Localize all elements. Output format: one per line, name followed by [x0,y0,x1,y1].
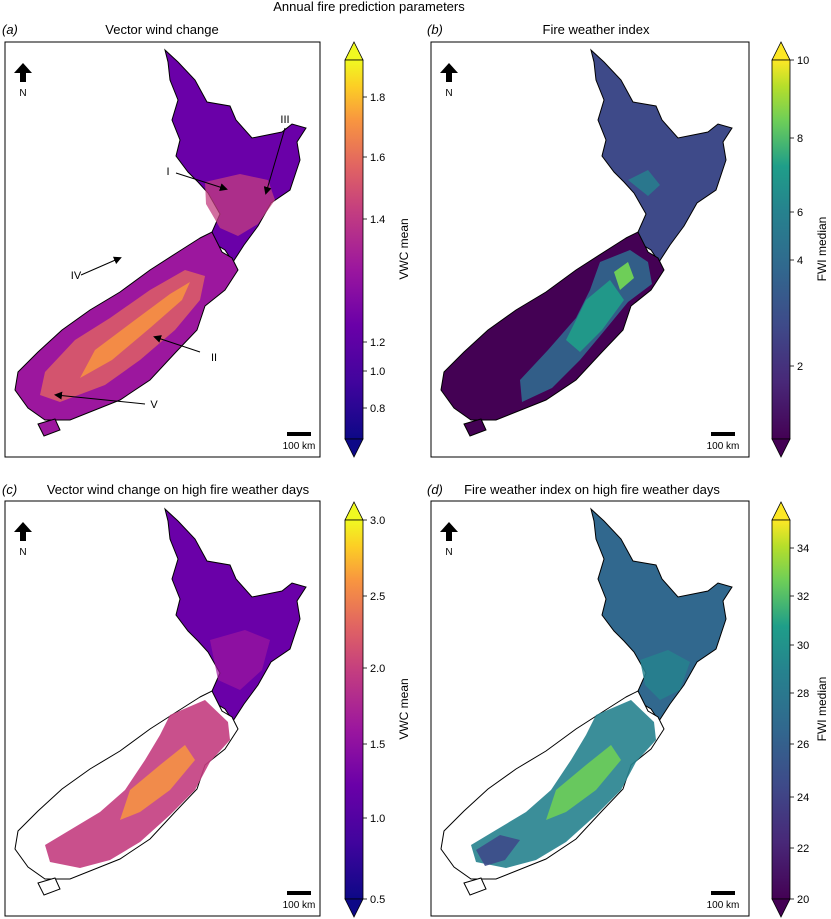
colorbar-tick-label-a-1: 1.0 [370,366,385,378]
colorbar-tick-label-d-1: 22 [797,843,809,855]
north-arrow-d: N [440,522,458,558]
colorbar-tick-label-d-6: 32 [797,591,809,603]
north-label-b: N [445,88,452,99]
panel-letter-a: (a) [2,22,18,37]
south-island-hot-d [546,745,621,820]
panel-a: (a) Vector wind change N I III IV II V [2,22,411,458]
south-island-hotspot-b [614,262,634,290]
south-island-canterbury-b [566,280,624,352]
north-island-a [164,48,307,263]
north-island-b [590,48,733,263]
colorbar-tick-label-c-4: 2.5 [370,591,385,603]
panel-b: (b) Fire weather index N 100 km FWI medi… [427,22,829,458]
new-zealand-map-a [14,48,307,437]
colorbar-tick-label-b-4: 10 [797,55,809,67]
colorbar-tick-label-a-4: 1.6 [370,152,385,164]
north-label-d: N [445,547,452,558]
colorbar-tick-label-d-5: 30 [797,640,809,652]
panel-title-c: Vector wind change on high fire weather … [47,482,310,497]
colorbar-tick-label-b-2: 6 [797,207,803,219]
colorbar-tick-label-a-3: 1.4 [370,214,385,226]
colorbar-tick-label-d-0: 20 [797,894,809,906]
annotations-a: I III IV II V [54,114,290,411]
panel-letter-b: (b) [427,22,443,37]
colorbar-gradient-b [771,59,791,440]
north-label-c: N [19,547,26,558]
panel-letter-d: (d) [427,482,443,497]
colorbar-label-c: VWC mean [397,678,411,739]
colorbar-tick-label-c-5: 3.0 [370,515,385,527]
colorbar-tick-label-c-3: 2.0 [370,663,385,675]
new-zealand-map-b [440,48,733,437]
south-island-west-d [476,835,520,866]
colorbar-b: FWI median [771,41,829,458]
colorbar-tick-label-c-1: 1.0 [370,813,385,825]
north-island-green-d [640,650,690,700]
panel-title-d: Fire weather index on high fire weather … [464,482,720,497]
south-island-hot-c [120,745,195,820]
scale-bar-label-b: 100 km [707,441,740,452]
panel-letter-c: (c) [2,482,17,497]
colorbar-tick-label-a-2: 1.2 [370,337,385,349]
south-island-ridge-a [80,282,190,378]
stewart-island-d [463,877,487,896]
north-arrow-b: N [440,63,458,99]
colorbar-tick-label-d-2: 24 [797,792,809,804]
colorbar-label-d: FWI median [815,677,829,742]
new-zealand-map-c [14,507,307,896]
north-arrow-c: N [14,522,32,558]
north-island-green-b [628,170,660,196]
north-island-d [590,507,733,722]
scale-bar-d: 100 km [707,891,740,911]
scale-bar-a: 100 km [283,432,316,452]
colorbar-d: FWI median [771,501,829,918]
stewart-island-a [37,418,61,437]
colorbar-label-b: FWI median [815,217,829,282]
colorbar-gradient-a [344,59,364,440]
colorbar-a: VWC mean [344,41,411,458]
colorbar-tick-label-a-0: 0.8 [370,403,385,415]
colorbar-gradient-d [771,519,791,900]
north-island-warm-c [210,630,270,690]
annotation-IV: IV [71,270,82,282]
scale-bar-c: 100 km [283,891,316,911]
scale-bar-label-c: 100 km [283,900,316,911]
colorbar-tick-label-d-7: 34 [797,543,809,555]
colorbar-tick-label-b-3: 8 [797,133,803,145]
stewart-island-b [463,418,487,437]
annotation-III: III [280,114,289,126]
colorbar-ticks: 0.81.01.21.41.61.82468100.51.01.52.02.53… [363,55,809,906]
panel-title-a: Vector wind change [105,22,218,37]
north-arrow-a: N [14,63,32,99]
colorbar-tick-label-c-2: 1.5 [370,739,385,751]
north-island-c [164,507,307,722]
annotation-II: II [211,352,217,364]
colorbar-tick-label-b-1: 4 [797,255,803,267]
scale-bar-label-d: 100 km [707,900,740,911]
colorbar-tick-label-d-4: 28 [797,688,809,700]
north-label-a: N [19,88,26,99]
scale-bar-b: 100 km [707,432,740,452]
colorbar-c: VWC mean [344,501,411,918]
scale-bar-label-a: 100 km [283,441,316,452]
colorbar-tick-label-b-0: 2 [797,361,803,373]
figure-title: Annual fire prediction parameters [273,0,465,14]
annotation-V: V [150,399,158,411]
panel-title-b: Fire weather index [543,22,650,37]
stewart-island-c [37,877,61,896]
colorbar-label-a: VWC mean [397,218,411,279]
colorbar-tick-label-d-3: 26 [797,739,809,751]
colorbar-gradient-c [344,519,364,900]
colorbar-tick-label-a-5: 1.8 [370,92,385,104]
new-zealand-map-d [440,507,733,896]
colorbar-tick-label-c-0: 0.5 [370,894,385,906]
panel-d: (d) Fire weather index on high fire weat… [427,482,829,918]
annotation-I: I [166,166,169,178]
panel-c: (c) Vector wind change on high fire weat… [2,482,411,918]
